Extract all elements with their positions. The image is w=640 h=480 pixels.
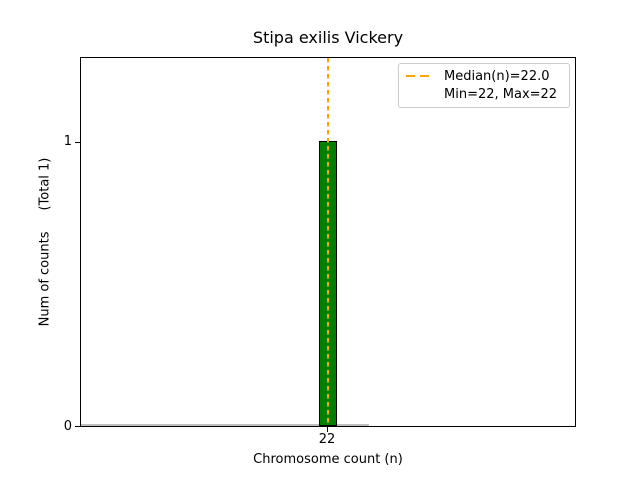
x-tick-mark-22 (326, 427, 328, 432)
empty-bins-baseline (81, 424, 369, 426)
y-axis-label: Num of counts (Total 1) (38, 158, 53, 327)
legend-entry-minmax: Min=22, Max=22 (406, 86, 563, 103)
y-tick-mark-1 (75, 141, 80, 143)
x-tick-label-22: 22 (318, 432, 336, 447)
legend: Median(n)=22.0 Min=22, Max=22 (398, 63, 570, 108)
median-dashed-line (326, 58, 329, 426)
legend-label-minmax: Min=22, Max=22 (444, 87, 558, 103)
x-axis-label: Chromosome count (n) (253, 452, 403, 467)
y-axis-label-main: Num of counts (37, 231, 53, 327)
legend-entry-median: Median(n)=22.0 (406, 68, 563, 85)
y-tick-label-0: 0 (63, 419, 72, 434)
legend-label-median: Median(n)=22.0 (444, 68, 550, 84)
y-tick-mark-0 (75, 426, 80, 428)
y-axis-label-total: (Total 1) (37, 157, 53, 211)
median-line-swatch-icon (406, 75, 433, 78)
plot-area (80, 57, 576, 427)
y-tick-label-1: 1 (63, 134, 72, 149)
chart-title: Stipa exilis Vickery (252, 28, 404, 47)
